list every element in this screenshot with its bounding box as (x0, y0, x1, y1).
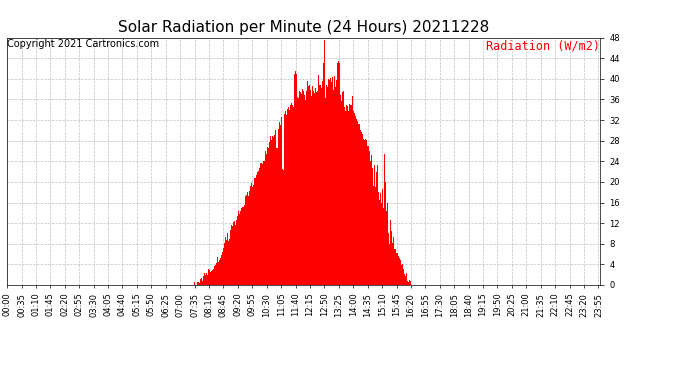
Title: Solar Radiation per Minute (24 Hours) 20211228: Solar Radiation per Minute (24 Hours) 20… (118, 20, 489, 35)
Text: Copyright 2021 Cartronics.com: Copyright 2021 Cartronics.com (7, 39, 159, 50)
Text: Radiation (W/m2): Radiation (W/m2) (486, 39, 600, 53)
